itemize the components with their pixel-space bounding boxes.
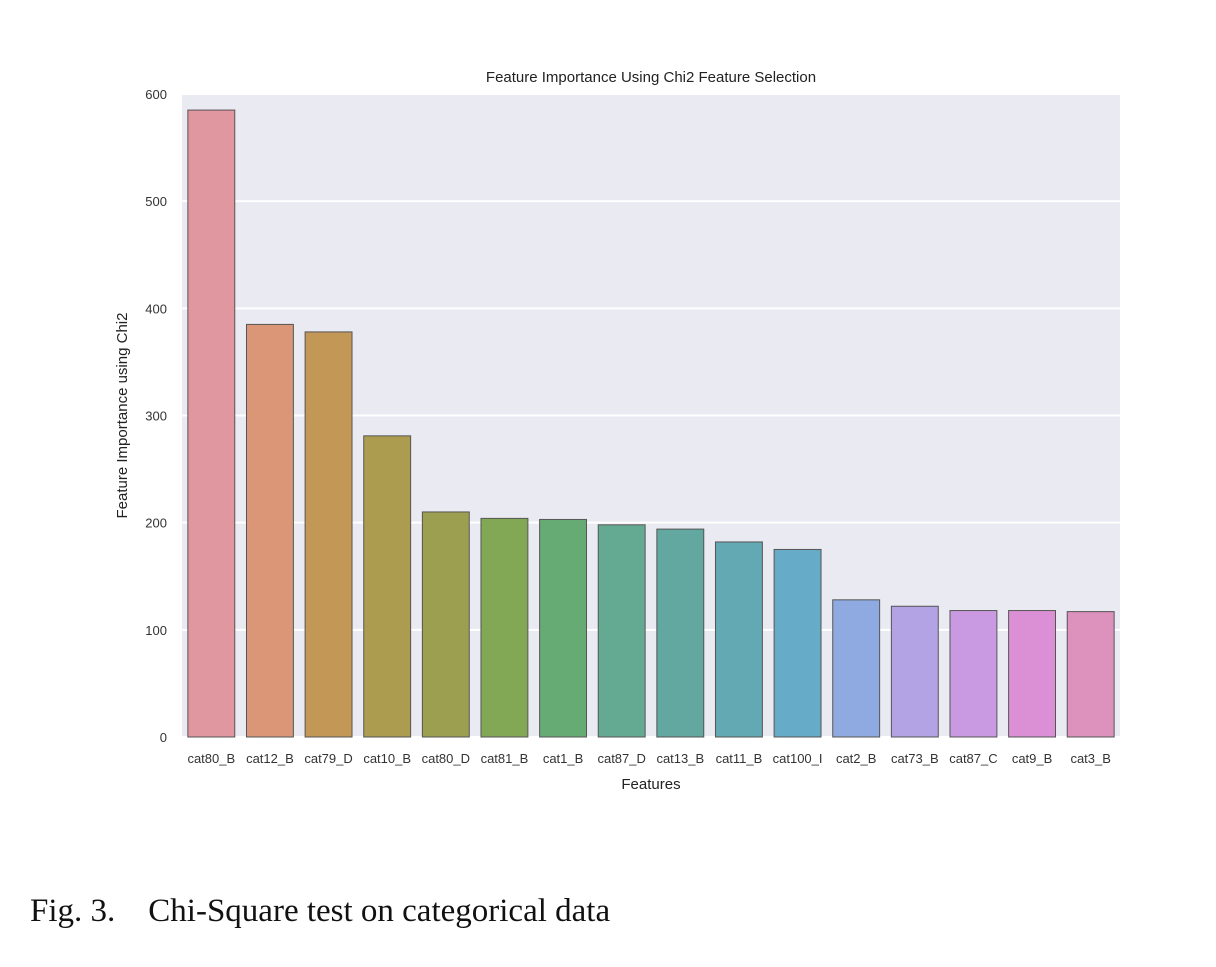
bar-cat80_B bbox=[187, 109, 236, 738]
y-tick-label: 400 bbox=[145, 301, 167, 316]
bar-cat10_B bbox=[363, 435, 412, 738]
x-tick-label: cat11_B bbox=[716, 751, 763, 766]
y-tick-labels: 0 100 200 300 400 500 600 bbox=[145, 87, 167, 745]
bar-cat3_B bbox=[1066, 611, 1115, 738]
x-tick-label: cat2_B bbox=[836, 751, 876, 766]
y-tick-label: 0 bbox=[160, 730, 167, 745]
bar-cat1_B bbox=[539, 518, 588, 738]
x-tick-label: cat1_B bbox=[543, 751, 583, 766]
bar-cat9_B bbox=[1008, 610, 1057, 738]
x-tick-label: cat13_B bbox=[656, 751, 704, 766]
bar-cat12_B bbox=[245, 323, 294, 738]
bar-cat100_I bbox=[773, 548, 822, 738]
bar-cat81_B bbox=[480, 517, 529, 738]
y-tick-label: 600 bbox=[145, 87, 167, 102]
chart-title: Feature Importance Using Chi2 Feature Se… bbox=[486, 69, 816, 86]
x-tick-label: cat81_B bbox=[481, 751, 529, 766]
x-tick-label: cat10_B bbox=[363, 751, 411, 766]
y-tick-label: 500 bbox=[145, 194, 167, 209]
bar-cat80_D bbox=[421, 511, 470, 738]
y-axis-title: Feature Importance using Chi2 bbox=[114, 313, 131, 519]
bar-cat11_B bbox=[714, 541, 763, 738]
x-tick-label: cat79_D bbox=[304, 751, 352, 766]
x-axis-title: Features bbox=[621, 776, 680, 793]
x-tick-label: cat87_D bbox=[597, 751, 645, 766]
x-tick-label: cat12_B bbox=[246, 751, 294, 766]
y-tick-label: 200 bbox=[145, 516, 167, 531]
x-tick-label: cat80_D bbox=[422, 751, 470, 766]
figure-caption-label: Fig. 3. bbox=[30, 893, 116, 929]
x-tick-label: cat73_B bbox=[891, 751, 939, 766]
bar-cat73_B bbox=[890, 605, 939, 738]
figure-caption: Fig. 3. Chi-Square test on categorical d… bbox=[30, 893, 610, 930]
y-tick-label: 100 bbox=[145, 623, 167, 638]
bar-cat13_B bbox=[656, 528, 705, 738]
x-tick-label: cat100_I bbox=[773, 751, 823, 766]
y-tick-label: 300 bbox=[145, 409, 167, 424]
bar-cat87_D bbox=[597, 524, 646, 738]
chart: 0 100 200 300 400 500 600 cat80_B cat12_B cat79_… bbox=[114, 69, 1120, 793]
x-tick-labels: cat80_B cat12_B cat79_D cat10_B cat80_D cat81… bbox=[187, 751, 1110, 766]
chart-svg: 0 100 200 300 400 500 600 cat80_B cat12_B cat79_… bbox=[114, 69, 1120, 793]
x-tick-label: cat3_B bbox=[1070, 751, 1110, 766]
bar-cat87_C bbox=[949, 610, 998, 738]
x-tick-label: cat80_B bbox=[187, 751, 235, 766]
figure-caption-text: Chi-Square test on categorical data bbox=[148, 893, 611, 929]
bar-cat79_D bbox=[304, 331, 353, 738]
x-tick-label: cat87_C bbox=[949, 751, 997, 766]
x-tick-label: cat9_B bbox=[1012, 751, 1052, 766]
bars bbox=[187, 109, 1115, 738]
bar-cat2_B bbox=[832, 599, 881, 738]
